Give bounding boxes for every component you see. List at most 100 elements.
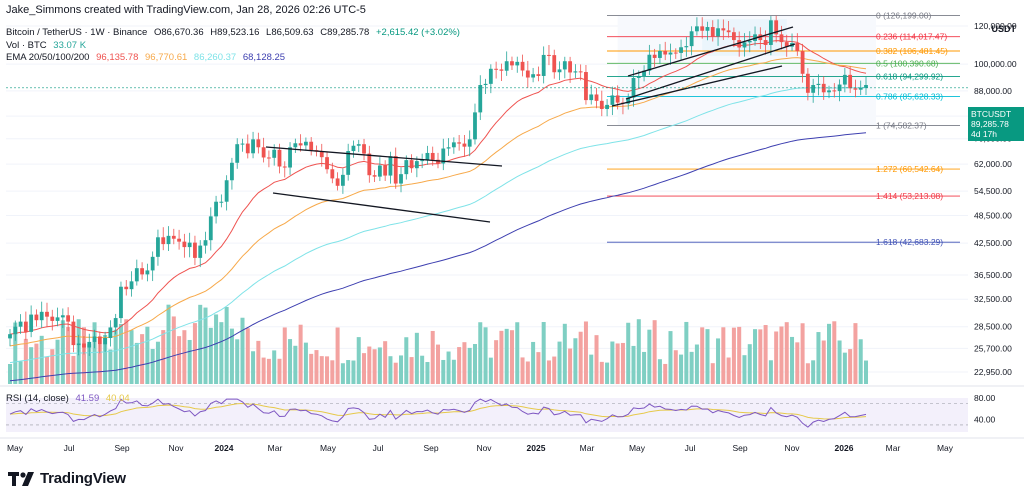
symbol-name: Bitcoin / TetherUS · 1W · Binance bbox=[6, 27, 148, 38]
candle bbox=[219, 194, 224, 208]
candle bbox=[97, 331, 102, 354]
volume-bar bbox=[367, 346, 372, 384]
volume-bar bbox=[229, 328, 234, 384]
volume-bar bbox=[219, 322, 224, 384]
volume-bar bbox=[240, 317, 245, 384]
candle-body bbox=[832, 90, 837, 92]
candle-body bbox=[113, 318, 118, 328]
candle bbox=[29, 305, 34, 338]
volume-bar bbox=[346, 360, 351, 384]
candle-body bbox=[737, 40, 742, 48]
volume-bar bbox=[647, 329, 652, 384]
volume-bar bbox=[673, 350, 678, 384]
volume-bar bbox=[710, 363, 715, 384]
volume-bar bbox=[827, 323, 832, 384]
candle-body bbox=[631, 77, 636, 98]
volume-bar bbox=[319, 356, 324, 384]
volume-bar bbox=[800, 323, 805, 384]
candle-body bbox=[684, 46, 689, 48]
volume-bar bbox=[467, 347, 472, 384]
volume-bar bbox=[811, 360, 816, 384]
candle bbox=[399, 167, 403, 193]
candle-body bbox=[288, 147, 292, 168]
ema100-line bbox=[9, 87, 867, 364]
volume-bar bbox=[694, 344, 699, 384]
candle-body bbox=[330, 169, 335, 179]
candle-body bbox=[108, 327, 113, 339]
volume-bar bbox=[557, 341, 562, 384]
candle-body bbox=[335, 178, 340, 186]
candle bbox=[473, 103, 477, 145]
volume-bar bbox=[790, 336, 795, 384]
candle bbox=[731, 27, 736, 48]
candle-body bbox=[277, 149, 282, 167]
candle bbox=[510, 56, 514, 70]
candle bbox=[478, 75, 483, 121]
candle bbox=[330, 162, 335, 184]
candle bbox=[187, 232, 192, 258]
candle bbox=[303, 137, 308, 151]
volume-bar bbox=[594, 335, 599, 384]
volume-bar bbox=[166, 304, 171, 384]
candle-body bbox=[356, 144, 361, 146]
ema200-value: 68,128.25 bbox=[242, 52, 286, 63]
volume-bar bbox=[642, 351, 647, 384]
candle bbox=[134, 259, 139, 286]
volume-bar bbox=[150, 348, 155, 384]
candle-body bbox=[409, 160, 414, 169]
volume-bar bbox=[409, 357, 414, 384]
candle-body bbox=[245, 143, 250, 154]
volume-bar bbox=[272, 350, 277, 384]
candle bbox=[224, 175, 229, 211]
volume-bar bbox=[531, 341, 536, 384]
candle-body bbox=[161, 237, 166, 245]
volume-bar bbox=[700, 327, 705, 384]
candle-body bbox=[87, 341, 92, 348]
candle-body bbox=[742, 42, 747, 48]
candle bbox=[404, 155, 409, 180]
volume-bar bbox=[208, 327, 213, 384]
x-tick-label: Sep bbox=[732, 443, 747, 453]
volume-bar bbox=[573, 338, 578, 384]
tradingview-logo[interactable]: TradingView bbox=[8, 470, 126, 487]
rsi-ma-value: 40.04 bbox=[105, 393, 130, 404]
candle-body bbox=[119, 286, 123, 319]
candle-body bbox=[710, 27, 715, 37]
volume-bar bbox=[50, 349, 55, 384]
candle bbox=[763, 30, 768, 55]
candle-body bbox=[784, 42, 789, 47]
candle bbox=[578, 64, 583, 81]
candle-body bbox=[55, 317, 60, 321]
candle-body bbox=[256, 139, 261, 148]
symbol-row: Bitcoin / TetherUS · 1W · Binance O86,67… bbox=[6, 27, 464, 38]
volume-bar bbox=[414, 332, 419, 384]
candle-body bbox=[483, 83, 488, 86]
candle-body bbox=[156, 237, 160, 257]
fib-level-label: 0.5 (100,390.68) bbox=[876, 58, 939, 68]
ema50-value: 96,770.61 bbox=[145, 52, 188, 63]
candle bbox=[319, 143, 324, 167]
ohlc-low: L86,509.63 bbox=[266, 27, 314, 38]
x-tick-label: Sep bbox=[114, 443, 129, 453]
candle bbox=[377, 157, 382, 182]
y-tick-label: 36,500.00 bbox=[974, 270, 1012, 280]
candle bbox=[488, 64, 493, 94]
volume-bar bbox=[515, 322, 520, 384]
candle bbox=[520, 54, 525, 77]
candle-body bbox=[198, 245, 203, 258]
volume-bar bbox=[737, 326, 742, 384]
ohlc-high: H89,523.16 bbox=[210, 27, 260, 38]
rsi-label: RSI (14, close) bbox=[6, 393, 69, 404]
candle-body bbox=[726, 30, 731, 33]
candle-body bbox=[451, 142, 456, 148]
candle bbox=[171, 228, 176, 245]
candle-body bbox=[436, 159, 440, 164]
volume-bar bbox=[610, 341, 615, 384]
candle-body bbox=[298, 143, 303, 146]
candle-body bbox=[303, 141, 308, 146]
candle bbox=[515, 56, 520, 73]
x-tick-label: Jul bbox=[64, 443, 75, 453]
volume-bar bbox=[684, 321, 689, 384]
candle-body bbox=[71, 321, 76, 346]
